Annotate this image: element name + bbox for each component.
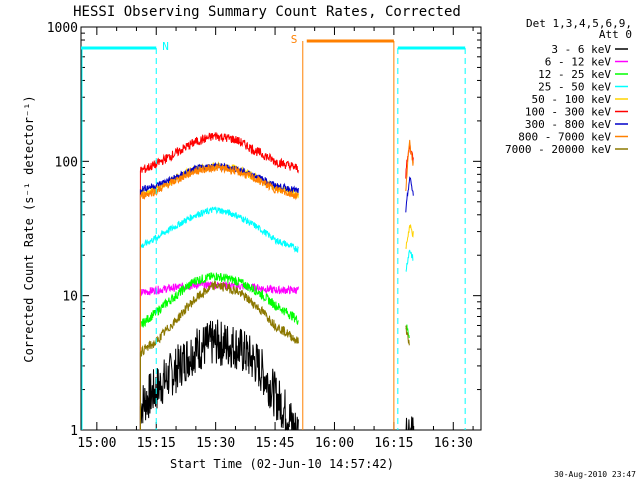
- x-tick-label: 16:00: [315, 436, 354, 451]
- y-tick-label: 1000: [47, 21, 78, 36]
- series-line: [139, 280, 410, 430]
- series-layer: [139, 131, 414, 431]
- legend-entry-label: 12 - 25 keV: [538, 68, 611, 81]
- x-tick-label: 15:00: [77, 436, 116, 451]
- x-tick-label: 16:15: [374, 436, 413, 451]
- y-tick-label: 10: [62, 290, 78, 305]
- series-line: [139, 161, 414, 430]
- plot-border: [80, 26, 482, 431]
- flag-label: N: [162, 40, 169, 53]
- flags-layer: NS: [81, 33, 466, 430]
- timestamp: 30-Aug-2010 23:47: [554, 470, 636, 479]
- x-axis: 15:00 15:15 15:30 15:45 16:00 16:15 16:30: [77, 27, 474, 451]
- flag-label: S: [291, 33, 298, 46]
- legend-entry-label: 300 - 800 keV: [525, 118, 611, 131]
- legend-entry-label: 25 - 50 keV: [538, 81, 611, 94]
- legend-entry-label: 7000 - 20000 keV: [505, 143, 611, 156]
- series-line: [139, 206, 414, 430]
- series-line: [139, 161, 414, 430]
- y-tick-label: 100: [55, 155, 78, 170]
- legend-entry-label: 800 - 7000 keV: [518, 131, 611, 144]
- x-tick-label: 15:30: [196, 436, 235, 451]
- legend-entry-label: 50 - 100 keV: [532, 93, 612, 106]
- chart-title: HESSI Observing Summary Count Rates, Cor…: [73, 4, 461, 20]
- legend-entry-label: 6 - 12 keV: [545, 56, 612, 69]
- plot-frame: [80, 26, 482, 431]
- legend-title-line-1: Det 1,3,4,5,6,9,: [526, 17, 632, 30]
- legend-entry-label: 3 - 6 keV: [551, 43, 611, 56]
- x-tick-label: 15:45: [255, 436, 294, 451]
- y-tick-label: 1: [70, 424, 78, 439]
- y-axis: 1 10 100 1000: [47, 21, 481, 439]
- x-axis-label: Start Time (02-Jun-10 14:57:42): [170, 457, 394, 471]
- x-tick-label: 16:30: [434, 436, 473, 451]
- legend-title-line-2: Att 0: [599, 28, 632, 41]
- series-line: [139, 319, 414, 431]
- x-tick-label: 15:15: [137, 436, 176, 451]
- y-axis-label: Corrected Count Rate (s⁻¹ detector⁻¹): [22, 95, 36, 362]
- series-line: [139, 139, 414, 430]
- legend-entry-label: 100 - 300 keV: [525, 106, 611, 119]
